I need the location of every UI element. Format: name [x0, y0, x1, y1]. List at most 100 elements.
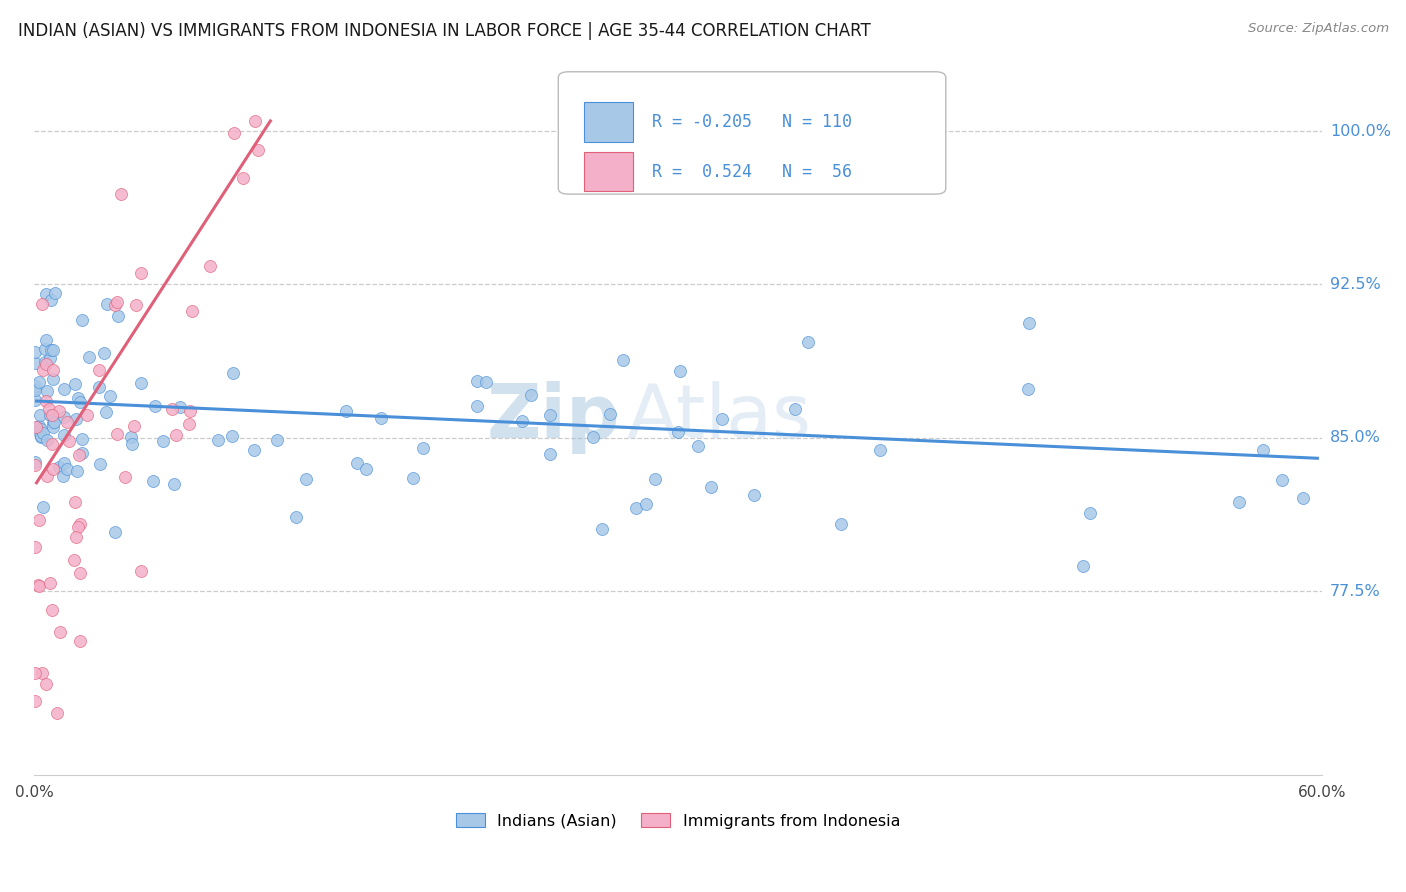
Point — [28, 579, 51, 593]
Point — [27, 578, 49, 592]
Point — [335, 404, 357, 418]
Point — [797, 335, 820, 350]
Point — [666, 425, 689, 439]
Point — [207, 434, 229, 448]
Text: Atlas: Atlas — [627, 381, 811, 454]
Point — [160, 402, 183, 417]
Point — [35, 384, 58, 398]
Point — [129, 376, 152, 390]
Point — [48, 404, 70, 418]
Point — [35, 357, 58, 371]
Point — [41, 408, 63, 422]
Point — [52, 469, 75, 483]
Point — [35, 469, 58, 483]
Point — [1017, 382, 1039, 396]
Point — [25, 420, 48, 434]
Point — [179, 404, 201, 418]
Point — [110, 187, 132, 202]
Point — [222, 126, 245, 140]
Point — [1227, 495, 1250, 509]
Point — [370, 411, 392, 425]
Point — [22, 382, 45, 396]
Point — [538, 447, 561, 461]
Point — [53, 456, 76, 470]
Point — [42, 372, 65, 386]
Point — [63, 495, 86, 509]
Point — [686, 439, 709, 453]
Point — [163, 476, 186, 491]
Legend: Indians (Asian), Immigrants from Indonesia: Indians (Asian), Immigrants from Indones… — [450, 806, 907, 835]
Point — [634, 497, 657, 511]
Point — [42, 343, 65, 357]
Point — [129, 564, 152, 578]
Point — [38, 408, 60, 422]
Point — [612, 353, 634, 368]
Point — [42, 417, 65, 431]
Text: Source: ZipAtlas.com: Source: ZipAtlas.com — [1249, 22, 1389, 36]
Point — [56, 462, 79, 476]
Point — [24, 344, 46, 359]
Point — [1078, 506, 1101, 520]
Point — [24, 392, 46, 407]
Point — [56, 415, 79, 429]
Point — [42, 420, 65, 434]
Point — [89, 458, 111, 472]
Point — [35, 287, 58, 301]
Point — [30, 430, 52, 444]
Point — [710, 411, 733, 425]
Point — [180, 303, 202, 318]
Point — [65, 530, 87, 544]
Point — [72, 313, 94, 327]
Point — [24, 384, 46, 398]
Point — [179, 417, 201, 432]
Point — [24, 355, 46, 369]
Point — [63, 376, 86, 391]
Point — [25, 419, 48, 434]
Point — [198, 259, 221, 273]
Point — [42, 461, 65, 475]
Point — [87, 363, 110, 377]
Point — [1271, 474, 1294, 488]
Point — [41, 363, 63, 377]
Point — [221, 366, 243, 380]
Point — [44, 415, 66, 429]
Text: Zip: Zip — [486, 381, 620, 454]
Point — [69, 566, 91, 580]
Point — [626, 501, 648, 516]
Point — [540, 408, 562, 422]
Point — [247, 144, 270, 158]
Point — [232, 171, 254, 186]
Text: 92.5%: 92.5% — [1330, 277, 1381, 292]
Text: R = -0.205   N = 110: R = -0.205 N = 110 — [652, 113, 852, 131]
Point — [124, 298, 146, 312]
Bar — [583, 152, 633, 192]
Point — [35, 333, 58, 347]
Point — [266, 433, 288, 447]
Point — [66, 464, 89, 478]
Point — [644, 472, 666, 486]
Point — [48, 625, 70, 640]
Point — [76, 408, 98, 422]
Point — [27, 424, 49, 438]
Point — [24, 665, 46, 680]
Point — [48, 459, 70, 474]
Point — [24, 378, 46, 392]
Point — [46, 706, 69, 720]
Point — [105, 426, 128, 441]
Point — [783, 401, 806, 416]
Point — [58, 434, 80, 448]
Point — [582, 430, 605, 444]
Point — [510, 414, 533, 428]
Point — [39, 343, 62, 358]
Point — [69, 516, 91, 531]
Point — [87, 380, 110, 394]
Point — [30, 422, 52, 436]
Point — [24, 455, 46, 469]
Point — [1292, 491, 1315, 505]
Point — [105, 295, 128, 310]
Text: 100.0%: 100.0% — [1330, 124, 1391, 138]
Point — [24, 541, 46, 555]
Point — [35, 676, 58, 690]
Point — [28, 419, 51, 434]
Point — [53, 409, 76, 424]
